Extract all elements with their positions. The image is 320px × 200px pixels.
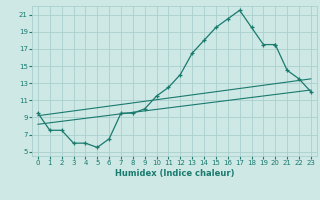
X-axis label: Humidex (Indice chaleur): Humidex (Indice chaleur) [115,169,234,178]
